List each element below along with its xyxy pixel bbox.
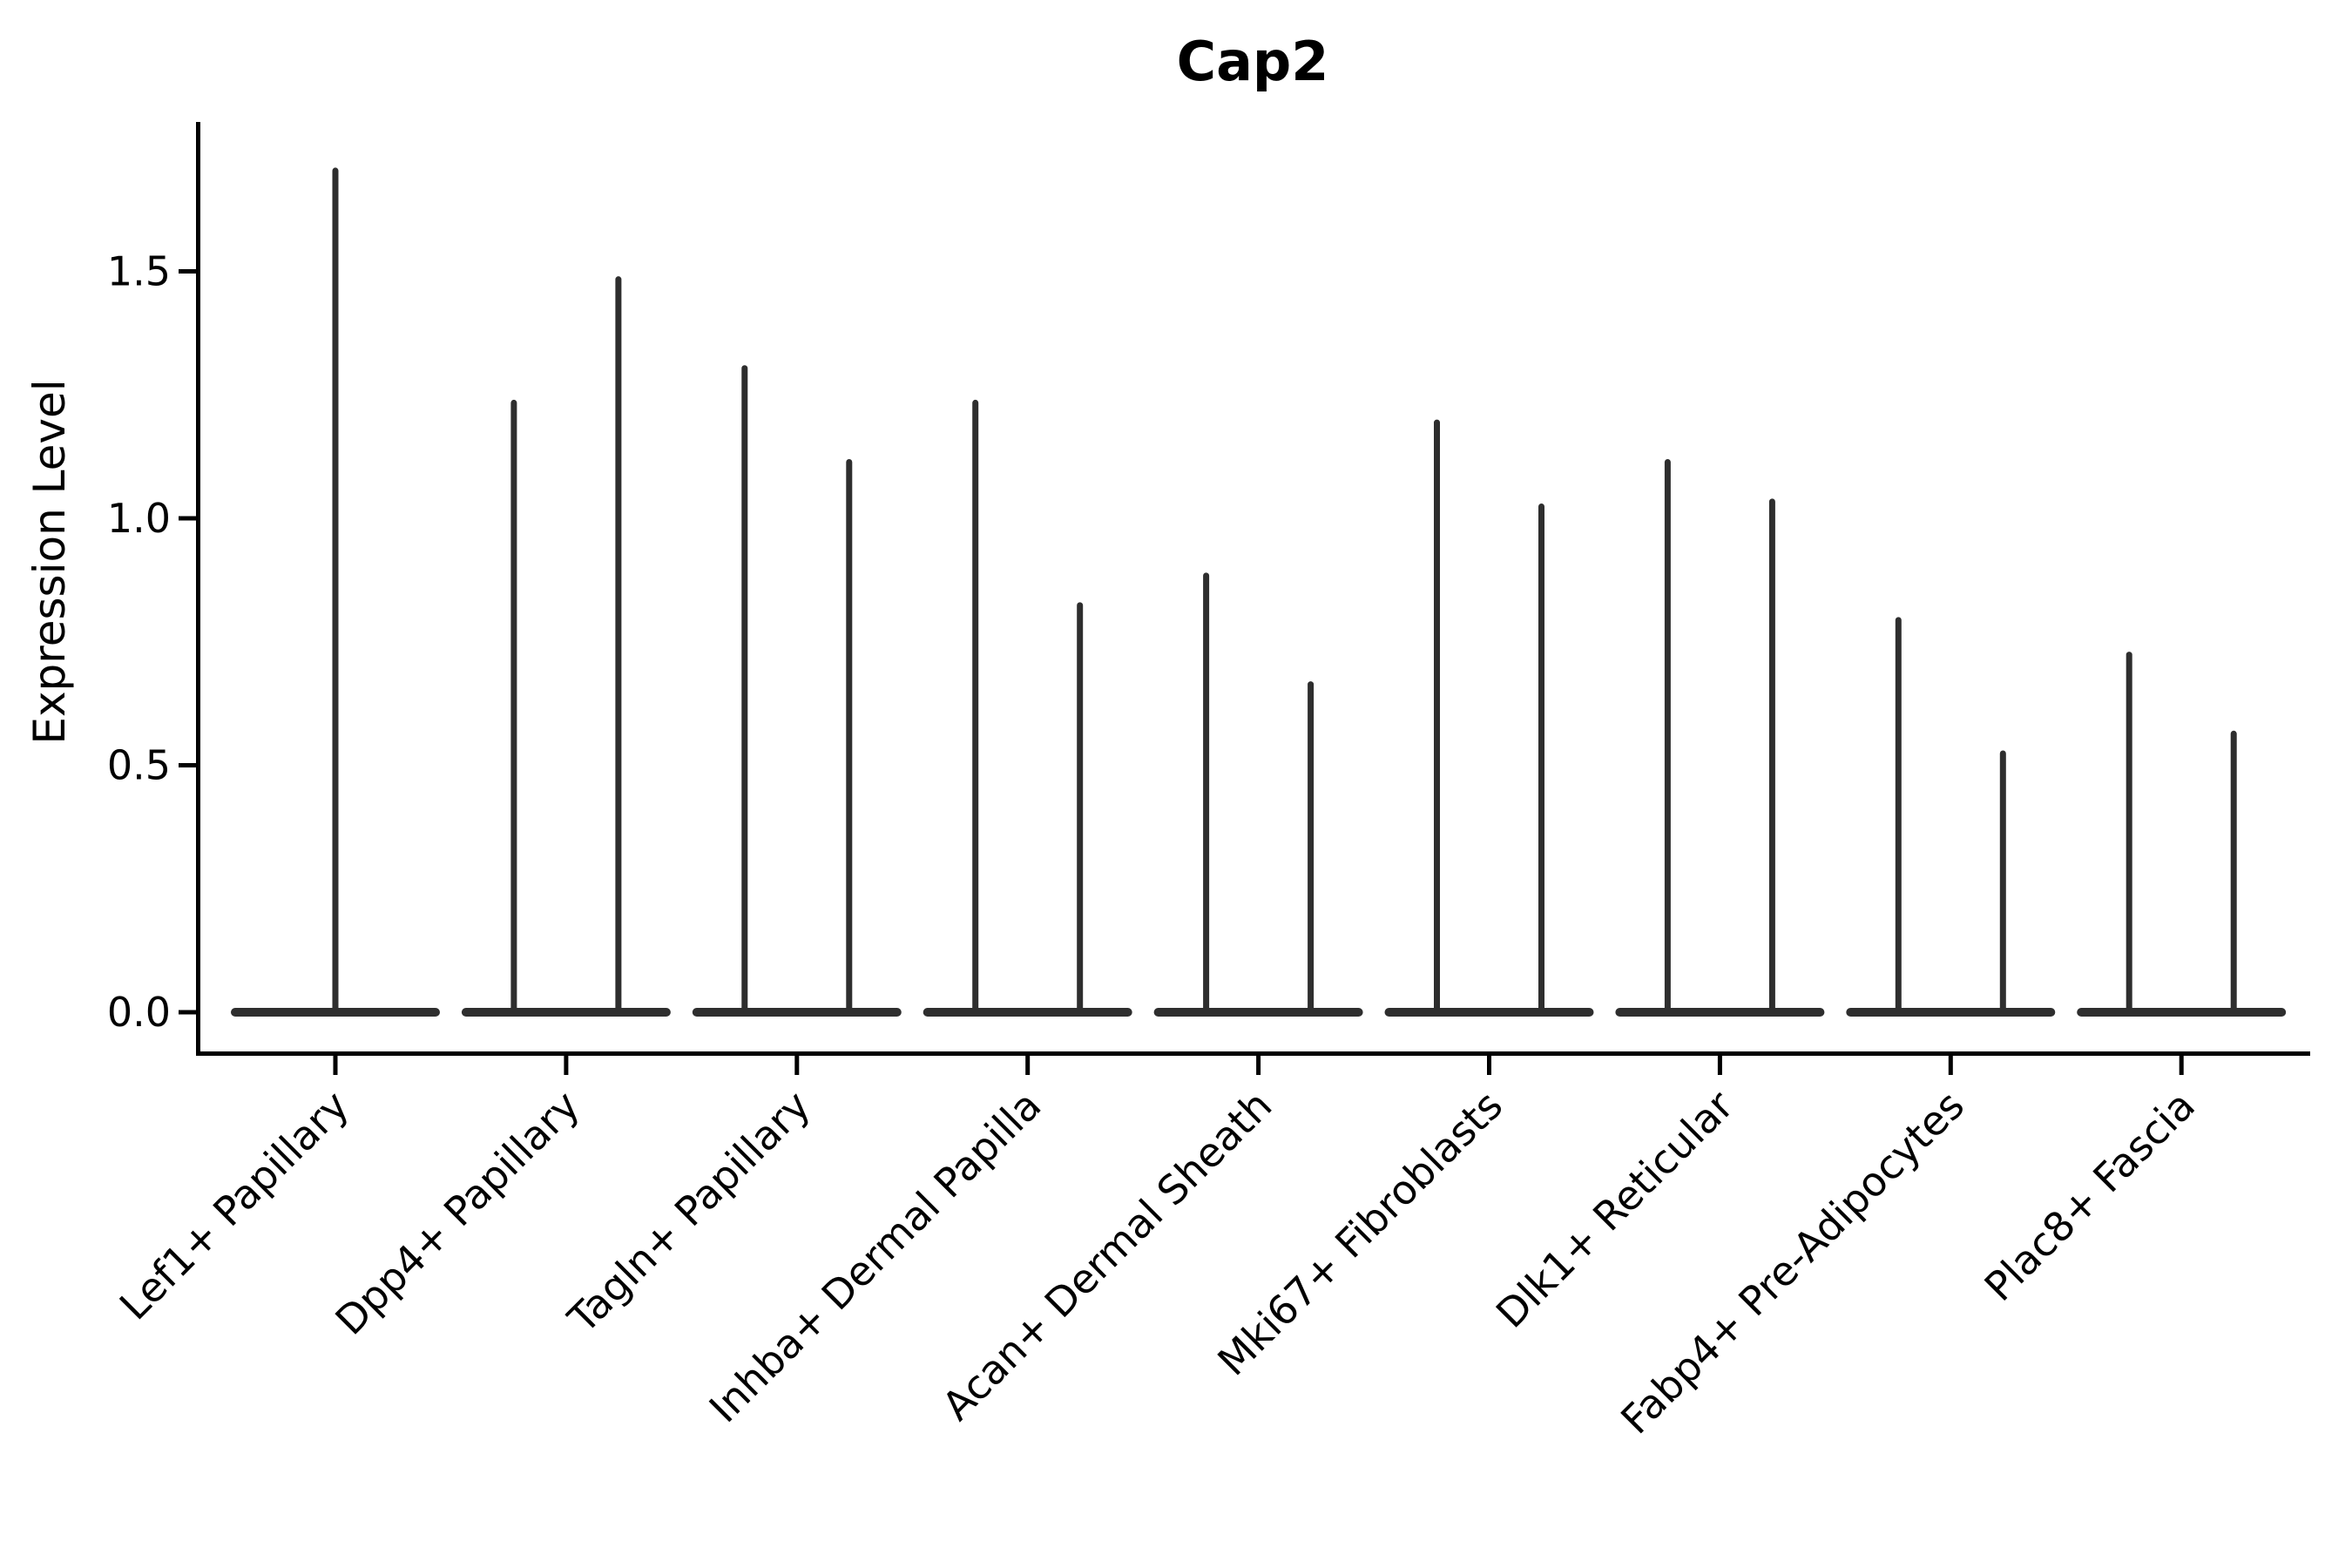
y-tick-label: 1.5	[107, 248, 171, 295]
x-tick	[1948, 1056, 1953, 1075]
violin-spike	[1434, 419, 1440, 1013]
violin-base	[923, 1008, 1132, 1017]
x-tick-label: Tagln+ Papillary	[558, 1082, 820, 1343]
violin-spike	[846, 458, 853, 1012]
violin-spike	[332, 167, 339, 1012]
y-tick-label: 1.0	[107, 495, 171, 542]
x-tick	[1487, 1056, 1491, 1075]
violin-spike	[1538, 503, 1544, 1012]
violin-base	[2077, 1008, 2287, 1017]
y-tick	[179, 516, 196, 521]
x-tick-label: Lef1+ Papillary	[111, 1082, 358, 1329]
violin-base	[692, 1008, 902, 1017]
violin-spike	[741, 365, 748, 1013]
violin-base	[1615, 1008, 1825, 1017]
violin-spike	[1999, 750, 2006, 1012]
violin-spike	[1308, 681, 1315, 1012]
x-tick	[794, 1056, 800, 1075]
x-tick	[1256, 1056, 1261, 1075]
violin-spike	[1203, 572, 1210, 1012]
x-tick-label: Dlk1+ Reticular	[1487, 1082, 1742, 1337]
violin-base	[1153, 1008, 1363, 1017]
y-axis-label: Expression Level	[24, 379, 75, 744]
y-ticks: 0.0 0.5 1.0 1.5	[107, 248, 196, 1036]
violin-base	[1846, 1008, 2056, 1017]
x-tick	[564, 1056, 569, 1075]
x-tick-label: Plac8+ Fascia	[1976, 1082, 2204, 1310]
y-axis-spine	[196, 122, 200, 1056]
y-tick-label: 0.0	[107, 989, 171, 1036]
x-tick-label: Dpp4+ Papillary	[326, 1082, 588, 1344]
chart-title: Cap2	[1177, 30, 1329, 93]
y-tick	[179, 269, 196, 274]
violins-layer	[231, 167, 2287, 1017]
violin-spike	[1768, 498, 1775, 1012]
violin-spike	[2126, 652, 2132, 1012]
violin-base	[461, 1008, 671, 1017]
violin-spike	[1895, 617, 1902, 1012]
x-tick	[2179, 1056, 2184, 1075]
violin-spike	[1664, 458, 1671, 1012]
violin-spike	[510, 399, 517, 1012]
x-tick	[333, 1056, 338, 1075]
axes	[196, 122, 2310, 1056]
violin-spike	[2230, 730, 2237, 1012]
violin-spike	[615, 276, 622, 1012]
x-axis-spine	[196, 1051, 2310, 1056]
violin-spike	[1077, 602, 1084, 1012]
violin-spike	[972, 399, 979, 1012]
y-tick-label: 0.5	[107, 742, 171, 789]
violin-base	[1384, 1008, 1594, 1017]
y-tick	[179, 1010, 196, 1015]
x-tick	[1025, 1056, 1031, 1075]
y-tick	[179, 763, 196, 767]
x-tick	[1717, 1056, 1722, 1075]
